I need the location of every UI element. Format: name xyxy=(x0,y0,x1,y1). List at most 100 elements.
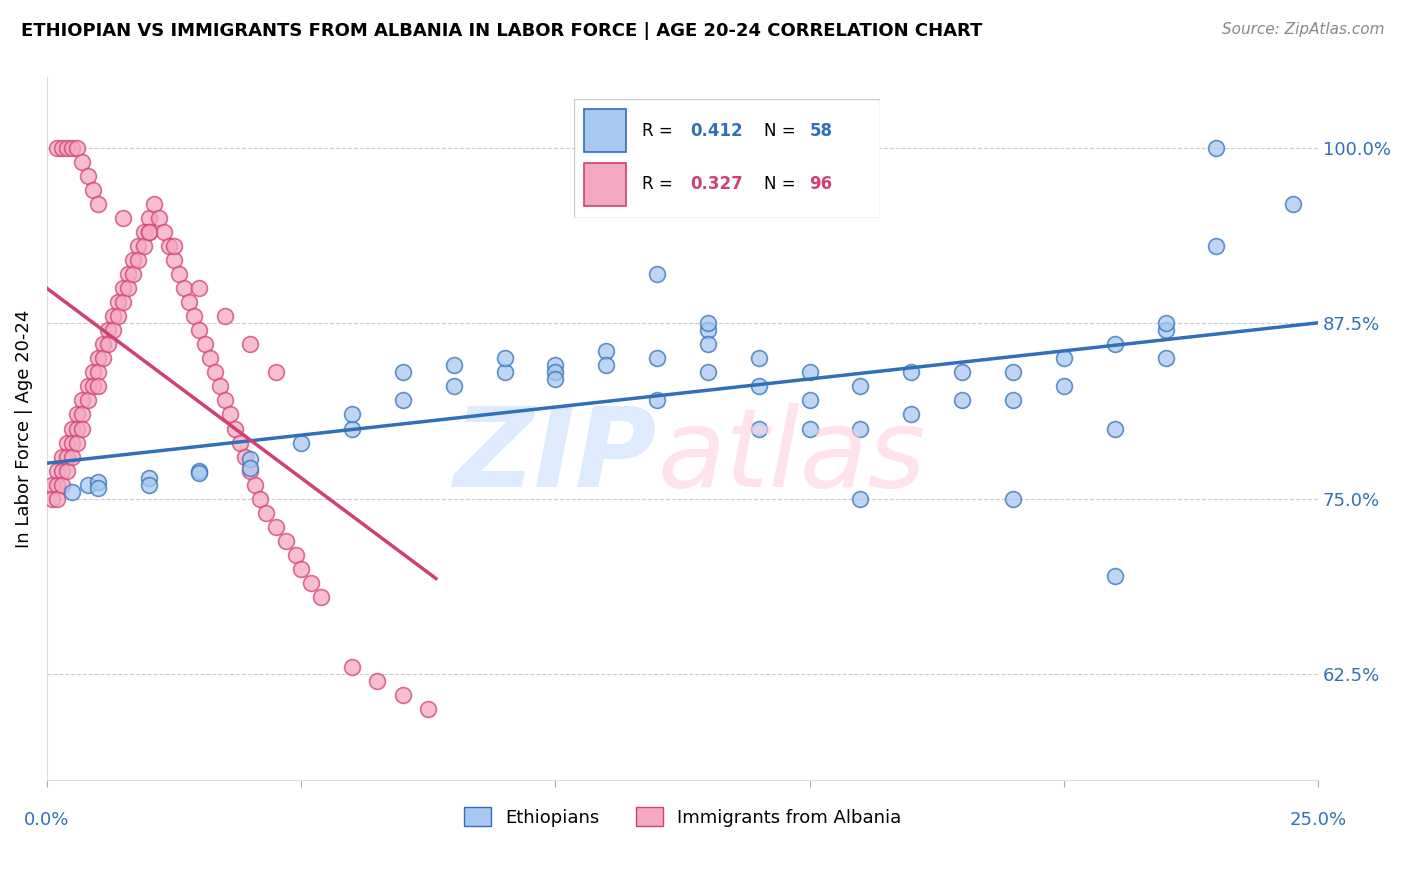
Point xyxy=(1154,316,1177,330)
Point xyxy=(239,452,262,467)
Point xyxy=(91,337,114,351)
Point xyxy=(183,309,205,323)
Point xyxy=(153,225,176,239)
Point xyxy=(167,267,190,281)
Point xyxy=(60,421,83,435)
Point xyxy=(76,477,98,491)
Point xyxy=(188,464,211,478)
Point xyxy=(82,365,104,379)
Point xyxy=(138,471,160,485)
Point xyxy=(697,316,720,330)
Point xyxy=(239,460,262,475)
Point xyxy=(1104,421,1126,435)
Point xyxy=(56,141,79,155)
Point xyxy=(950,365,973,379)
Point xyxy=(87,475,110,489)
Point xyxy=(72,421,94,435)
Point xyxy=(72,154,94,169)
Point xyxy=(254,506,277,520)
Point xyxy=(900,365,922,379)
Point xyxy=(188,323,211,337)
Point xyxy=(645,351,668,366)
Point xyxy=(82,183,104,197)
Point xyxy=(138,211,160,225)
Point xyxy=(950,393,973,408)
Point xyxy=(60,450,83,464)
Point xyxy=(849,421,872,435)
Point xyxy=(87,379,110,393)
Point xyxy=(224,421,246,435)
Point xyxy=(214,393,236,408)
Point xyxy=(91,351,114,366)
Point xyxy=(249,491,271,506)
Point xyxy=(285,548,308,562)
Point xyxy=(1002,491,1025,506)
Point xyxy=(51,477,73,491)
Point xyxy=(46,464,69,478)
Point xyxy=(66,435,89,450)
Point xyxy=(87,197,110,211)
Point xyxy=(900,408,922,422)
Point xyxy=(41,491,63,506)
Point xyxy=(66,141,89,155)
Point xyxy=(60,141,83,155)
Point xyxy=(51,450,73,464)
Point xyxy=(188,281,211,295)
Point xyxy=(697,337,720,351)
Point xyxy=(122,267,145,281)
Point xyxy=(645,393,668,408)
Text: ZIP: ZIP xyxy=(454,403,657,510)
Point xyxy=(97,337,120,351)
Point xyxy=(82,379,104,393)
Point xyxy=(645,267,668,281)
Point xyxy=(239,464,262,478)
Point xyxy=(1205,141,1227,155)
Point xyxy=(138,225,160,239)
Point xyxy=(544,365,567,379)
Point xyxy=(494,365,516,379)
Point xyxy=(188,467,211,481)
Point xyxy=(748,351,770,366)
Point xyxy=(544,372,567,386)
Point xyxy=(76,379,98,393)
Point xyxy=(366,674,388,689)
Point xyxy=(799,365,821,379)
Point xyxy=(112,281,135,295)
Point xyxy=(46,491,69,506)
Point xyxy=(1002,393,1025,408)
Point xyxy=(148,211,170,225)
Point xyxy=(101,309,124,323)
Point xyxy=(595,359,617,373)
Point xyxy=(173,281,195,295)
Point xyxy=(122,252,145,267)
Point xyxy=(101,323,124,337)
Point xyxy=(179,295,201,310)
Point xyxy=(264,365,287,379)
Point xyxy=(56,464,79,478)
Point xyxy=(849,379,872,393)
Point xyxy=(1104,569,1126,583)
Point xyxy=(51,141,73,155)
Point xyxy=(1002,365,1025,379)
Point xyxy=(233,450,256,464)
Point xyxy=(87,351,110,366)
Point xyxy=(290,435,312,450)
Point xyxy=(87,365,110,379)
Point xyxy=(799,393,821,408)
Point xyxy=(193,337,215,351)
Point xyxy=(544,359,567,373)
Point xyxy=(1053,379,1076,393)
Point xyxy=(76,169,98,183)
Point xyxy=(219,408,242,422)
Point xyxy=(138,225,160,239)
Point xyxy=(56,435,79,450)
Point xyxy=(1053,351,1076,366)
Point xyxy=(163,239,186,253)
Point xyxy=(132,239,155,253)
Point xyxy=(392,365,415,379)
Point xyxy=(239,337,262,351)
Point xyxy=(214,309,236,323)
Point xyxy=(697,365,720,379)
Point xyxy=(138,477,160,491)
Point xyxy=(392,393,415,408)
